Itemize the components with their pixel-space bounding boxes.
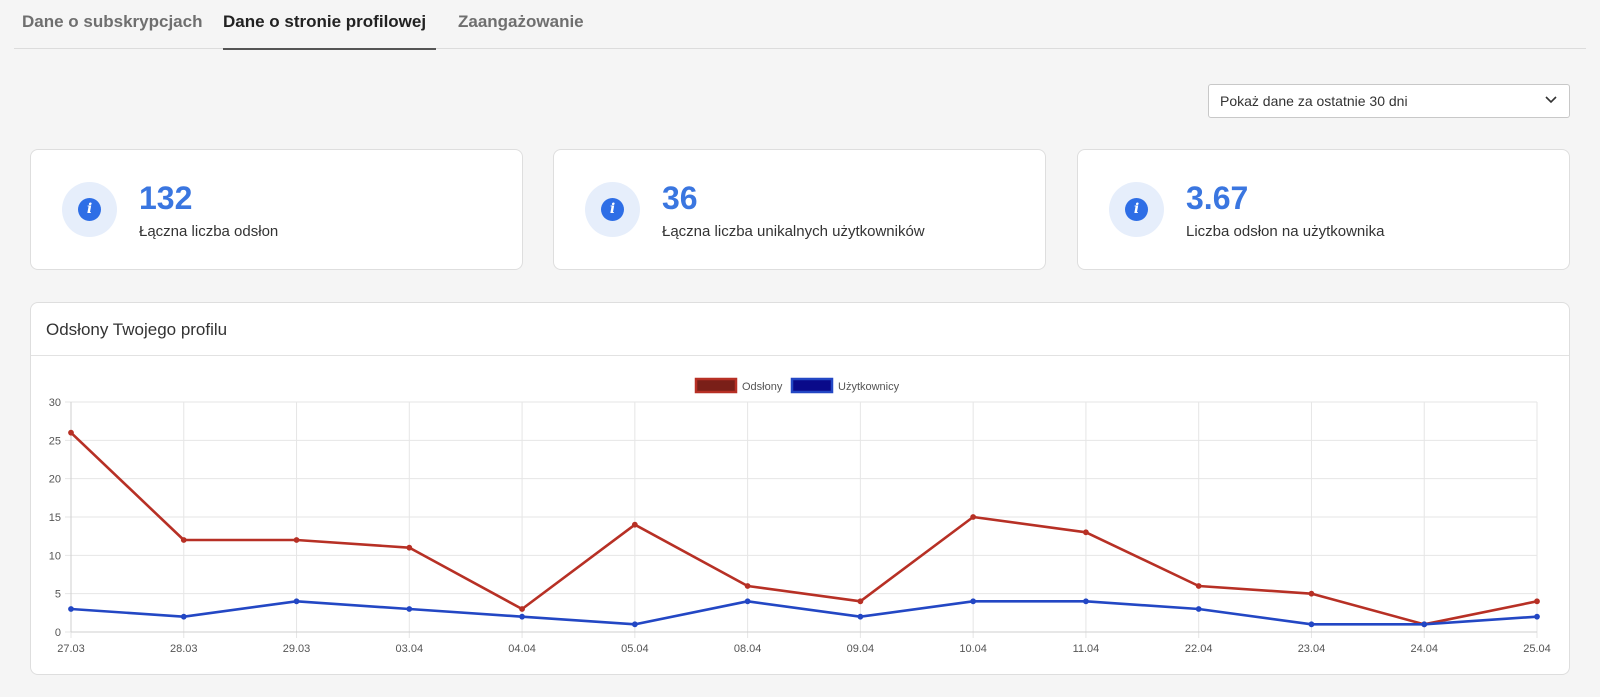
tab-engagement[interactable]: Zaangażowanie: [458, 12, 584, 31]
tab-profile-page[interactable]: Dane o stronie profilowej: [223, 0, 436, 50]
chart-panel-title: Odsłony Twojego profilu: [46, 320, 228, 339]
chevron-down-icon: [1545, 96, 1557, 104]
info-icon[interactable]: i: [1109, 182, 1164, 237]
period-select[interactable]: Pokaż dane za ostatnie 30 dni: [1208, 84, 1570, 118]
stat-label: Liczba odsłon na użytkownika: [1186, 223, 1385, 240]
stat-card-views-per-user: i 3.67 Liczba odsłon na użytkownika: [1077, 149, 1570, 270]
stat-label: Łączna liczba unikalnych użytkowników: [662, 223, 925, 240]
info-icon[interactable]: i: [62, 182, 117, 237]
info-icon[interactable]: i: [585, 182, 640, 237]
tab-subscriptions[interactable]: Dane o subskrypcjach: [22, 12, 203, 31]
stat-card-unique-users: i 36 Łączna liczba unikalnych użytkownik…: [553, 149, 1046, 270]
chart-panel: Odsłony Twojego profilu: [30, 302, 1570, 675]
period-select-value: Pokaż dane za ostatnie 30 dni: [1220, 93, 1408, 109]
stat-value: 3.67: [1186, 180, 1249, 216]
stat-card-total-views: i 132 Łączna liczba odsłon: [30, 149, 523, 270]
stat-value: 132: [139, 180, 193, 216]
stat-label: Łączna liczba odsłon: [139, 223, 279, 240]
stat-value: 36: [662, 180, 698, 216]
divider: [31, 355, 1569, 356]
tab-bar: Dane o subskrypcjach Dane o stronie prof…: [14, 0, 1586, 50]
